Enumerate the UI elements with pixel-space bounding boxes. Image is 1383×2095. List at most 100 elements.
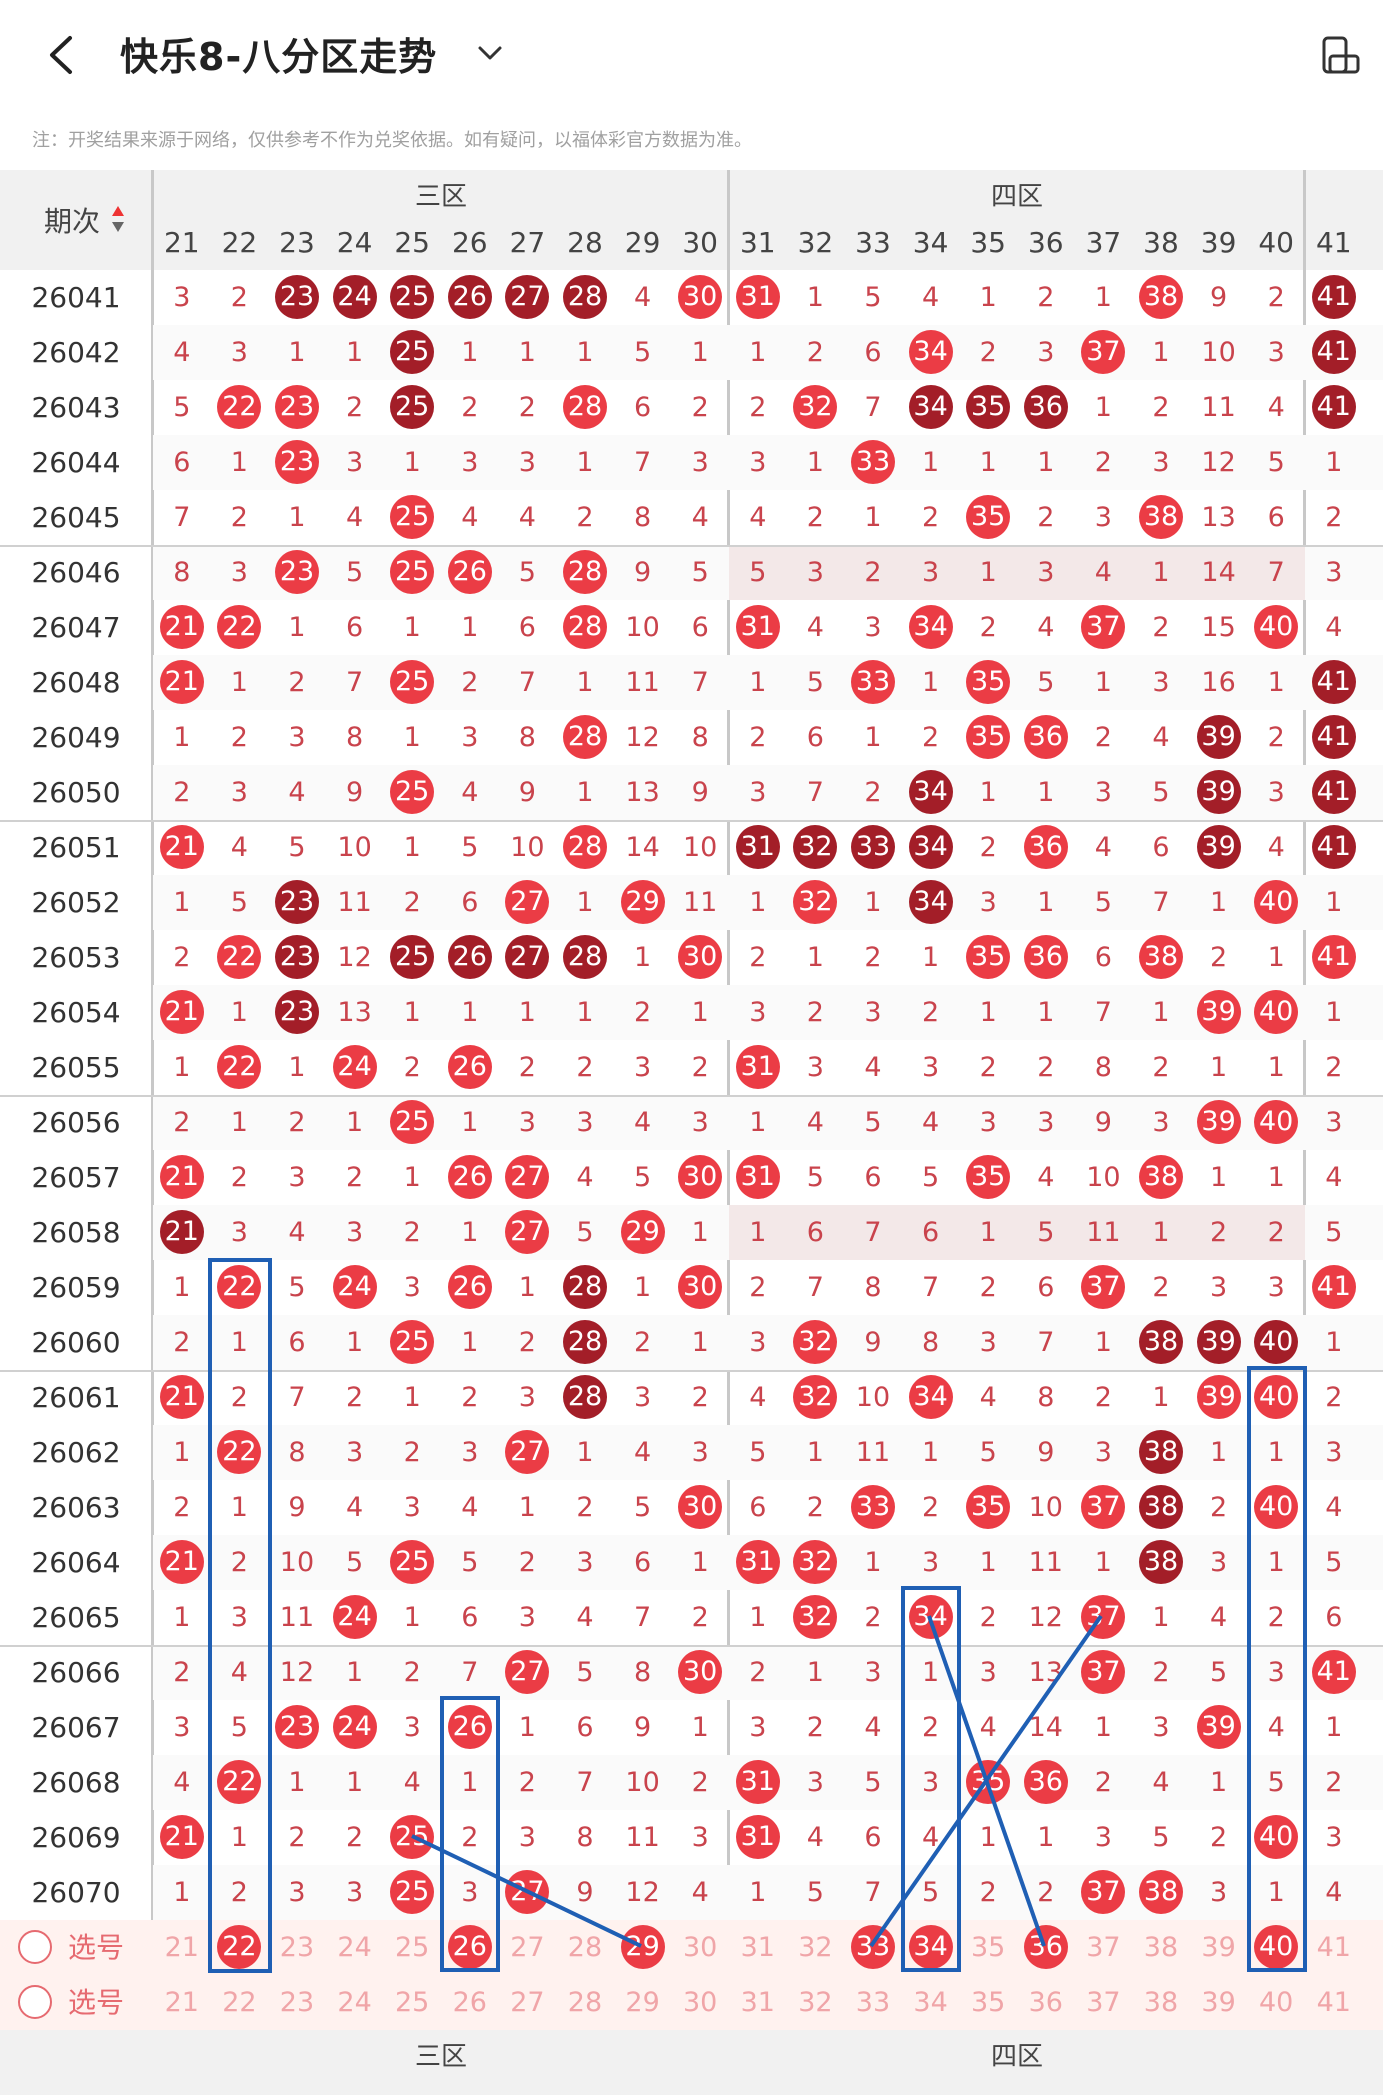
miss-count: 1 bbox=[288, 502, 306, 533]
selectable-number[interactable]: 41 bbox=[1316, 1987, 1351, 2018]
selectable-number[interactable]: 33 bbox=[855, 1987, 891, 2018]
picked-number-ball[interactable]: 22 bbox=[217, 1925, 262, 1969]
miss-count: 4 bbox=[806, 1822, 824, 1853]
selectable-number[interactable]: 37 bbox=[1086, 1987, 1121, 2018]
selectable-number[interactable]: 38 bbox=[1143, 1987, 1179, 2018]
title-dropdown-button[interactable] bbox=[470, 36, 510, 72]
selectable-number[interactable]: 27 bbox=[510, 1932, 545, 1963]
selectable-number[interactable]: 27 bbox=[510, 1987, 545, 2018]
miss-count: 1 bbox=[461, 1107, 479, 1138]
miss-count: 1 bbox=[1210, 1437, 1228, 1468]
selectable-number[interactable]: 37 bbox=[1086, 1932, 1121, 1963]
miss-count: 9 bbox=[864, 1327, 882, 1358]
miss-count: 3 bbox=[864, 1657, 882, 1688]
miss-count: 5 bbox=[1267, 447, 1285, 478]
winning-number-ball: 32 bbox=[793, 1375, 838, 1419]
winning-number-ball: 23 bbox=[275, 440, 319, 484]
period-column-header[interactable]: 期次 bbox=[0, 170, 152, 270]
miss-count: 3 bbox=[1267, 777, 1285, 808]
miss-count: 4 bbox=[173, 337, 191, 368]
selectable-number[interactable]: 28 bbox=[567, 1987, 603, 2018]
miss-count: 5 bbox=[230, 887, 248, 918]
winning-number-ball: 30 bbox=[678, 275, 723, 319]
selectable-number[interactable]: 39 bbox=[1201, 1987, 1236, 2018]
picked-number-ball[interactable]: 40 bbox=[1254, 1925, 1299, 1969]
selectable-number[interactable]: 30 bbox=[683, 1932, 718, 1963]
selectable-number[interactable]: 21 bbox=[164, 1987, 199, 2018]
picked-number-ball[interactable]: 29 bbox=[620, 1925, 665, 1969]
selectable-number[interactable]: 23 bbox=[279, 1932, 315, 1963]
selectable-number[interactable]: 31 bbox=[740, 1987, 775, 2018]
selectable-number[interactable]: 21 bbox=[164, 1932, 199, 1963]
miss-count: 1 bbox=[288, 1767, 306, 1798]
selectable-number[interactable]: 29 bbox=[625, 1987, 660, 2018]
miss-count: 9 bbox=[1210, 282, 1228, 313]
winning-number-ball: 29 bbox=[620, 1210, 665, 1254]
miss-count: 11 bbox=[683, 887, 718, 918]
miss-count: 2 bbox=[1267, 1217, 1285, 1248]
select-radio[interactable] bbox=[18, 1930, 52, 1964]
winning-number-ball: 30 bbox=[678, 1265, 723, 1309]
miss-count: 1 bbox=[1152, 557, 1170, 588]
selectable-number[interactable]: 39 bbox=[1201, 1932, 1236, 1963]
winning-number-ball: 25 bbox=[390, 1320, 435, 1364]
selectable-number[interactable]: 26 bbox=[452, 1987, 487, 2018]
footer-zone-4: 四区 bbox=[990, 2042, 1043, 2072]
selectable-number[interactable]: 25 bbox=[395, 1987, 430, 2018]
selectable-number[interactable]: 40 bbox=[1259, 1987, 1294, 2018]
miss-count: 3 bbox=[518, 1822, 536, 1853]
selectable-number[interactable]: 41 bbox=[1316, 1932, 1351, 1963]
selectable-number[interactable]: 22 bbox=[222, 1987, 257, 2018]
back-button[interactable] bbox=[38, 30, 88, 80]
selectable-number[interactable]: 24 bbox=[337, 1932, 372, 1963]
winning-number-ball: 33 bbox=[851, 660, 895, 704]
row-highlight bbox=[729, 1205, 1305, 1260]
selectable-number[interactable]: 38 bbox=[1143, 1932, 1179, 1963]
column-header-26: 26 bbox=[451, 226, 488, 259]
sort-icon[interactable] bbox=[110, 204, 126, 234]
winning-number-ball: 26 bbox=[447, 1155, 492, 1199]
selectable-number[interactable]: 32 bbox=[798, 1932, 833, 1963]
picked-number-ball[interactable]: 33 bbox=[851, 1925, 895, 1969]
miss-count: 3 bbox=[288, 1162, 306, 1193]
miss-count: 3 bbox=[1325, 1437, 1343, 1468]
data-source-notice: 注：开奖结果来源于网络，仅供参考不作为兑奖依据。如有疑问，以福体彩官方数据为准。 bbox=[32, 130, 752, 151]
selectable-number[interactable]: 35 bbox=[971, 1932, 1006, 1963]
selectable-number[interactable]: 25 bbox=[395, 1932, 430, 1963]
screen-rotate-button[interactable] bbox=[1316, 30, 1366, 80]
select-label[interactable]: 选号 bbox=[68, 1986, 125, 2019]
winning-number-ball: 21 bbox=[159, 990, 204, 1034]
miss-count: 3 bbox=[518, 447, 536, 478]
selectable-number[interactable]: 30 bbox=[683, 1987, 718, 2018]
miss-count: 5 bbox=[1210, 1657, 1228, 1688]
selectable-number[interactable]: 35 bbox=[971, 1987, 1006, 2018]
miss-count: 4 bbox=[691, 502, 709, 533]
miss-count: 1 bbox=[230, 1492, 248, 1523]
miss-count: 1 bbox=[1094, 392, 1112, 423]
winning-number-ball: 36 bbox=[1023, 825, 1068, 869]
picked-number-ball[interactable]: 36 bbox=[1023, 1925, 1068, 1969]
winning-number-ball: 24 bbox=[332, 1595, 377, 1639]
selectable-number[interactable]: 28 bbox=[567, 1932, 603, 1963]
selectable-number[interactable]: 24 bbox=[337, 1987, 372, 2018]
miss-count: 2 bbox=[1267, 282, 1285, 313]
miss-count: 2 bbox=[864, 942, 882, 973]
selectable-number[interactable]: 32 bbox=[798, 1987, 833, 2018]
select-radio[interactable] bbox=[18, 1985, 52, 2019]
miss-count: 8 bbox=[922, 1327, 940, 1358]
miss-count: 2 bbox=[1152, 1657, 1170, 1688]
miss-count: 2 bbox=[230, 502, 248, 533]
selectable-number[interactable]: 31 bbox=[740, 1932, 775, 1963]
miss-count: 4 bbox=[461, 777, 479, 808]
miss-count: 1 bbox=[979, 557, 997, 588]
miss-count: 6 bbox=[691, 612, 709, 643]
miss-count: 12 bbox=[625, 1877, 660, 1908]
selectable-number[interactable]: 36 bbox=[1028, 1987, 1063, 2018]
selectable-number[interactable]: 23 bbox=[279, 1987, 315, 2018]
column-header-41: 41 bbox=[1315, 226, 1352, 259]
miss-count: 4 bbox=[806, 612, 824, 643]
selectable-number[interactable]: 34 bbox=[913, 1987, 948, 2018]
miss-count: 7 bbox=[461, 1657, 479, 1688]
select-label[interactable]: 选号 bbox=[68, 1931, 125, 1964]
miss-count: 3 bbox=[230, 337, 248, 368]
